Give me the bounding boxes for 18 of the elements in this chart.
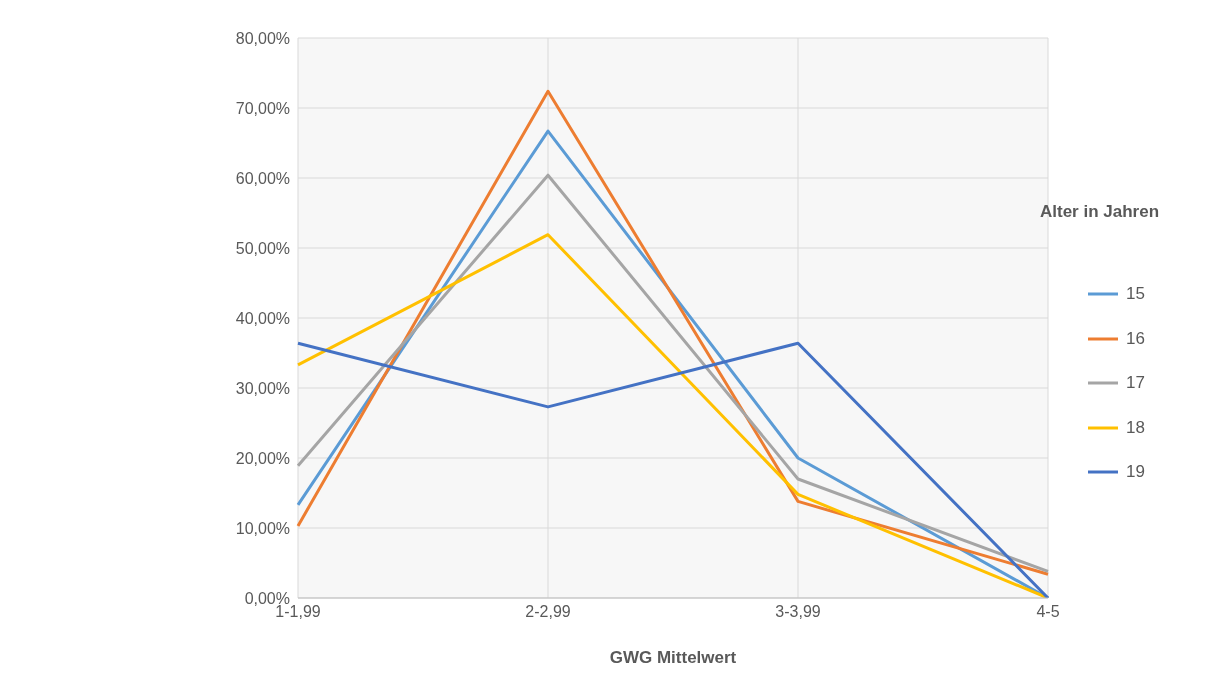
x-tick-label: 2-2,99 [525,603,571,621]
y-tick-label: 50,00% [235,239,290,257]
x-tick-label: 4-5 [1036,603,1060,621]
legend-label: 17 [1126,373,1145,393]
y-tick-label: 40,00% [235,309,290,327]
y-tick-label: 10,00% [235,519,290,537]
y-tick-label: 80,00% [235,29,290,47]
legend-label: 15 [1126,284,1145,304]
y-tick-label: 70,00% [235,99,290,117]
x-axis-title: GWG Mittelwert [609,648,737,667]
legend-label: 16 [1126,328,1145,349]
y-tick-label: 30,00% [235,379,290,397]
y-tick-label: 60,00% [235,169,290,187]
legend-title: Alter in Jahren [1040,201,1161,222]
x-tick-label: 3-3,99 [775,603,821,621]
y-tick-label: 20,00% [235,449,290,467]
legend-label: 18 [1126,417,1145,438]
legend-label: 19 [1126,462,1145,482]
